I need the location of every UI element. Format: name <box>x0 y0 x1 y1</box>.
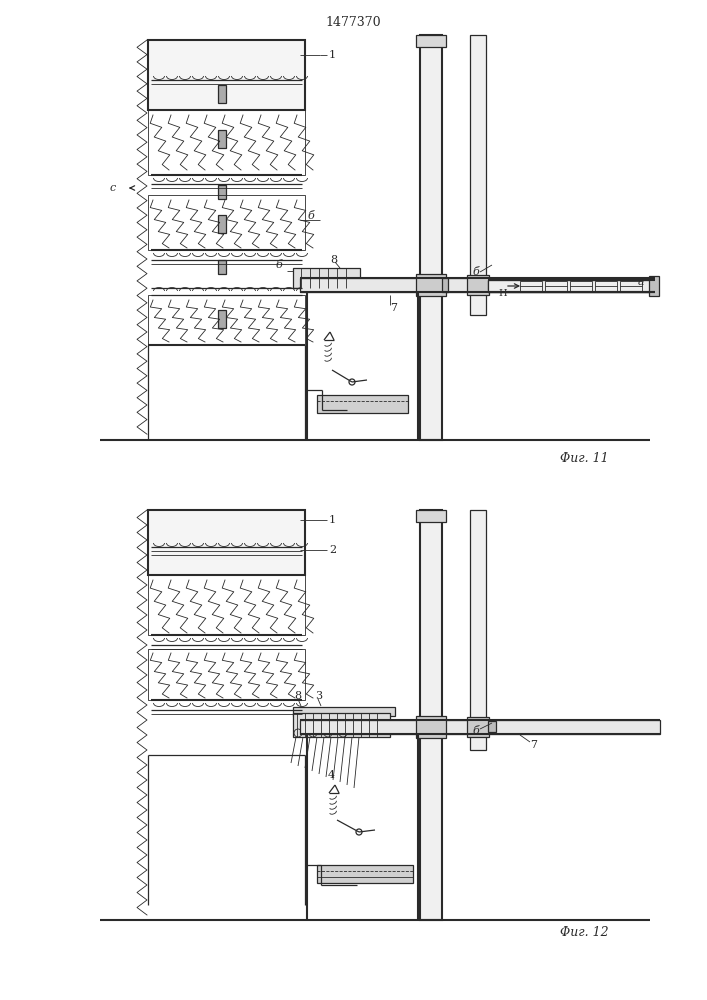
Text: 8: 8 <box>330 255 337 265</box>
Bar <box>293 268 360 288</box>
Bar <box>420 35 442 440</box>
Bar <box>416 510 446 522</box>
Bar <box>520 281 542 291</box>
Text: a: a <box>638 277 645 287</box>
Bar <box>470 510 486 750</box>
Bar <box>416 35 446 47</box>
Bar <box>620 281 642 291</box>
Text: 1477370: 1477370 <box>325 15 381 28</box>
Bar <box>148 110 305 175</box>
Bar <box>148 295 305 345</box>
Bar <box>317 395 408 413</box>
Text: 1: 1 <box>329 50 336 60</box>
Bar <box>467 275 489 295</box>
Bar <box>488 280 655 292</box>
Bar <box>470 35 486 315</box>
Bar <box>416 274 446 296</box>
Text: б: б <box>472 726 479 736</box>
Bar <box>148 649 305 700</box>
Bar <box>293 707 395 716</box>
Bar <box>300 278 655 292</box>
Bar <box>442 278 448 292</box>
Bar <box>218 130 226 148</box>
Text: c: c <box>110 183 116 193</box>
Text: H: H <box>498 288 507 298</box>
Text: 2: 2 <box>329 545 336 555</box>
Bar <box>416 716 446 738</box>
Bar <box>218 215 226 233</box>
Bar <box>148 195 305 250</box>
Bar <box>148 575 305 635</box>
Bar <box>218 310 226 328</box>
Text: 3: 3 <box>315 691 322 701</box>
Text: 7: 7 <box>390 303 397 313</box>
Bar <box>649 276 659 296</box>
Bar <box>595 281 617 291</box>
Text: Φиг. 12: Φиг. 12 <box>560 926 609 940</box>
Bar <box>148 40 305 110</box>
Bar <box>488 721 496 732</box>
Text: б: б <box>275 260 282 270</box>
Bar <box>317 865 413 883</box>
Bar <box>570 281 592 291</box>
Text: 4: 4 <box>328 770 335 780</box>
Text: 1: 1 <box>329 515 336 525</box>
Bar <box>218 260 226 274</box>
Text: 7: 7 <box>530 740 537 750</box>
Text: 8: 8 <box>294 691 301 701</box>
Bar <box>420 510 442 920</box>
Bar <box>545 281 567 291</box>
Bar <box>148 510 305 575</box>
Bar <box>218 185 226 199</box>
Text: б: б <box>307 211 314 221</box>
Bar <box>293 713 390 737</box>
Bar <box>218 85 226 103</box>
Bar <box>488 280 496 290</box>
Text: б: б <box>472 267 479 277</box>
Bar <box>467 717 489 737</box>
Bar <box>300 720 660 734</box>
Text: Φиг. 11: Φиг. 11 <box>560 452 609 464</box>
